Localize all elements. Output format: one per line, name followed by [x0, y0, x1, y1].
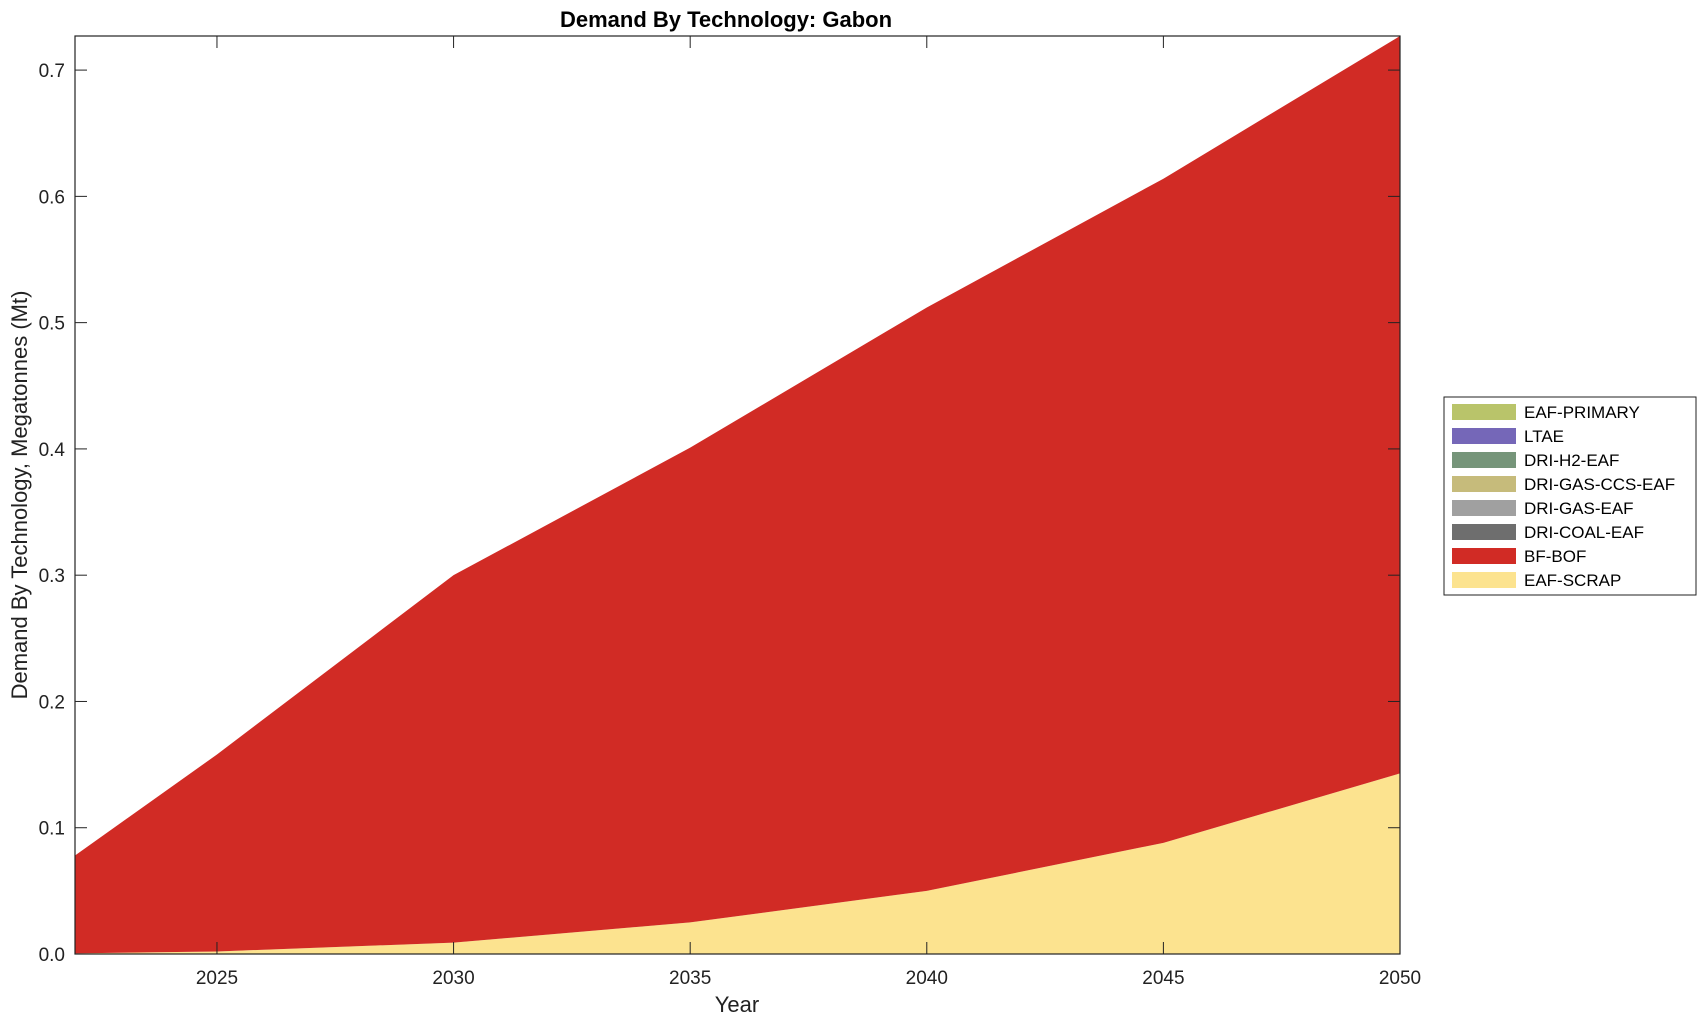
legend-label-bf-bof: BF-BOF: [1524, 547, 1586, 566]
legend-swatch-dri-coal-eaf: [1452, 524, 1516, 540]
area-eaf-scrap: [75, 773, 1400, 954]
x-tick-label: 2025: [196, 968, 238, 989]
legend-swatch-dri-h2-eaf: [1452, 452, 1516, 468]
x-tick-label: 2035: [669, 968, 711, 989]
legend-items: EAF-PRIMARY LTAE DRI-H2-EAF DRI-GAS-CCS-EAF…: [1452, 403, 1675, 590]
x-axis-ticks: 2025 2030 2035 2040 2045 2050: [196, 36, 1421, 989]
x-tick-label: 2030: [432, 968, 474, 989]
y-tick-label: 0.5: [39, 314, 65, 335]
x-tick-label: 2050: [1379, 968, 1421, 989]
legend-label-dri-gas-eaf: DRI-GAS-EAF: [1524, 499, 1634, 518]
y-axis-ticks: 0.0 0.1 0.2 0.3 0.4 0.5 0.6 0.7: [39, 61, 1400, 966]
legend-label-eaf-scrap: EAF-SCRAP: [1524, 571, 1621, 590]
area-bf-bof: [75, 36, 1400, 954]
legend-swatch-dri-gas-eaf: [1452, 500, 1516, 516]
legend-label-dri-coal-eaf: DRI-COAL-EAF: [1524, 523, 1644, 542]
y-tick-label: 0.1: [39, 819, 65, 840]
chart-title: Demand By Technology: Gabon: [560, 7, 892, 32]
legend-label-eaf-primary: EAF-PRIMARY: [1524, 403, 1640, 422]
area-series-group: [75, 36, 1400, 954]
y-tick-label: 0.2: [39, 692, 65, 713]
x-tick-label: 2040: [906, 968, 948, 989]
legend-swatch-eaf-primary: [1452, 404, 1516, 420]
legend-swatch-bf-bof: [1452, 548, 1516, 564]
y-tick-label: 0.4: [39, 440, 66, 461]
y-axis-label: Demand By Technology, Megatonnes (Mt): [7, 291, 32, 700]
plot-frame: [74, 35, 1401, 955]
legend-swatch-eaf-scrap: [1452, 572, 1516, 588]
y-tick-label: 0.3: [39, 566, 65, 587]
legend-label-dri-gas-ccs-eaf: DRI-GAS-CCS-EAF: [1524, 475, 1675, 494]
legend-label-dri-h2-eaf: DRI-H2-EAF: [1524, 451, 1619, 470]
legend-label-ltae: LTAE: [1524, 427, 1564, 446]
y-tick-label: 0.7: [39, 61, 65, 82]
y-tick-label: 0.6: [39, 187, 65, 208]
y-tick-label: 0.0: [39, 945, 65, 966]
legend: EAF-PRIMARY LTAE DRI-H2-EAF DRI-GAS-CCS-EAF…: [1443, 396, 1697, 596]
legend-swatch-dri-gas-ccs-eaf: [1452, 476, 1516, 492]
x-axis-label: Year: [715, 992, 759, 1017]
x-tick-label: 2045: [1142, 968, 1184, 989]
legend-swatch-ltae: [1452, 428, 1516, 444]
